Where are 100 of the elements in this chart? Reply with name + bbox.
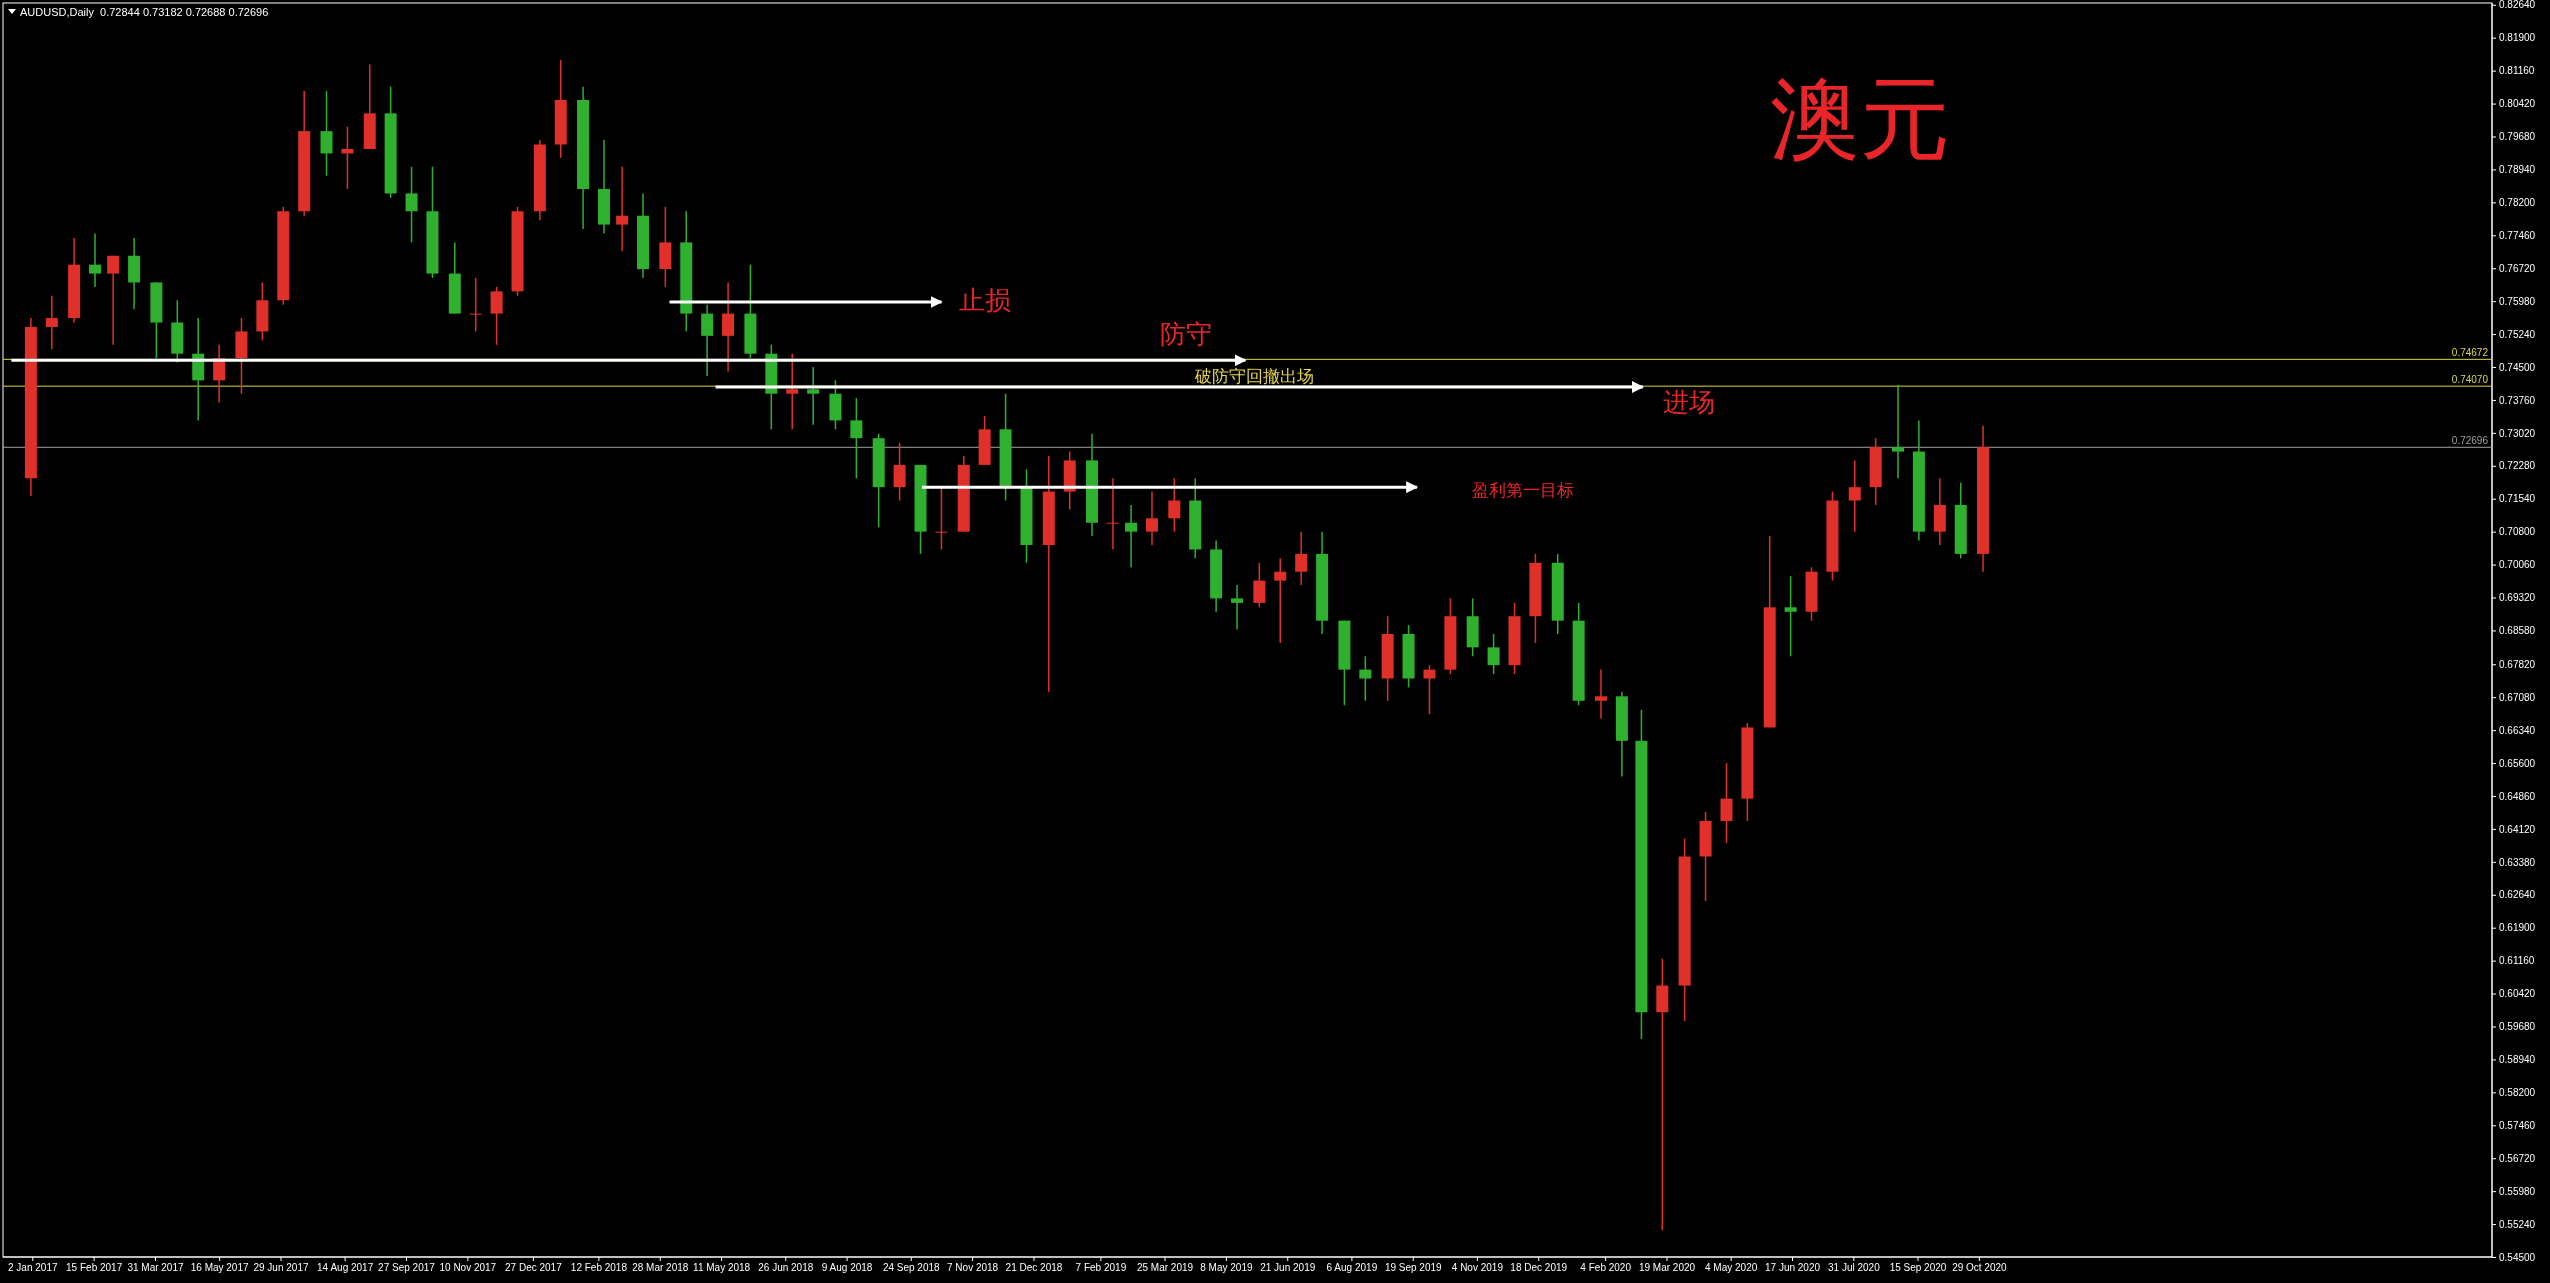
candlestick: [807, 366, 820, 426]
y-tick-label: 0.70800: [2499, 526, 2536, 538]
x-tick-label: 21 Jun 2019: [1260, 1262, 1316, 1274]
candlestick: [1594, 668, 1607, 720]
x-tick-label: 4 May 2020: [1705, 1262, 1758, 1274]
candlestick: [1487, 633, 1500, 675]
x-tick-label: 12 Feb 2018: [570, 1262, 628, 1274]
x-tick-label: 18 Dec 2019: [1510, 1262, 1568, 1274]
annotation: 澳元: [1770, 69, 1950, 169]
x-tick-label: 25 Mar 2019: [1136, 1262, 1194, 1274]
x-tick-label: 27 Dec 2017: [505, 1262, 563, 1274]
y-tick-label: 0.62640: [2499, 889, 2536, 901]
candlestick: [490, 286, 503, 346]
x-tick-label: 2 Jan 2017: [8, 1262, 58, 1274]
x-tick-label: 19 Mar 2020: [1638, 1262, 1696, 1274]
x-tick-label: 7 Nov 2018: [947, 1262, 999, 1274]
y-tick-label: 0.82640: [2499, 0, 2536, 11]
candlestick: [722, 281, 735, 373]
y-tick-label: 0.64120: [2499, 823, 2536, 835]
y-tick-label: 0.66340: [2499, 724, 2536, 736]
y-tick-label: 0.78200: [2499, 197, 2536, 209]
candlestick: [1784, 575, 1797, 657]
annotation: 破防守回撤出场: [1194, 366, 1315, 386]
candlestick: [1891, 384, 1904, 480]
x-tick-label: 17 Jun 2020: [1764, 1262, 1821, 1274]
candlestick: [469, 277, 482, 333]
candlestick: [107, 255, 120, 346]
ref-line-label: 0.72696: [2451, 435, 2489, 447]
candlestick: [616, 166, 629, 253]
y-tick-label: 0.71540: [2499, 493, 2536, 505]
y-tick-label: 0.55980: [2499, 1185, 2536, 1197]
y-tick-label: 0.68580: [2499, 625, 2536, 637]
x-tick-label: 9 Aug 2018: [821, 1262, 873, 1274]
y-tick-label: 0.67820: [2499, 658, 2536, 670]
y-tick-label: 0.59680: [2499, 1021, 2536, 1033]
x-tick-label: 6 Aug 2019: [1326, 1262, 1378, 1274]
y-tick-label: 0.63380: [2499, 856, 2536, 868]
y-tick-label: 0.76720: [2499, 262, 2536, 274]
annotation: 防守: [1160, 319, 1213, 350]
x-tick-label: 19 Sep 2019: [1384, 1262, 1443, 1274]
x-tick-label: 26 Jun 2018: [758, 1262, 814, 1274]
x-tick-label: 16 May 2017: [190, 1262, 249, 1274]
x-tick-label: 15 Sep 2020: [1889, 1262, 1947, 1274]
y-tick-label: 0.57460: [2499, 1119, 2536, 1131]
x-tick-label: 7 Feb 2019: [1075, 1262, 1127, 1274]
y-tick-label: 0.67080: [2499, 691, 2536, 703]
candlestick: [45, 295, 58, 350]
y-tick-label: 0.74500: [2499, 361, 2536, 373]
candlestick: [701, 303, 714, 377]
candlestick: [1106, 477, 1119, 551]
candlestick: [1274, 557, 1287, 644]
y-tick-label: 0.58200: [2499, 1087, 2536, 1099]
x-tick-label: 4 Nov 2019: [1451, 1262, 1504, 1274]
x-tick-label: 29 Jun 2017: [253, 1262, 309, 1274]
candlestick: [1145, 490, 1158, 546]
y-tick-label: 0.75240: [2499, 328, 2536, 340]
x-tick-label: 14 Aug 2017: [317, 1262, 374, 1274]
candlestick: [786, 352, 799, 431]
y-tick-label: 0.81160: [2499, 65, 2535, 77]
y-tick-label: 0.72280: [2499, 460, 2536, 472]
y-tick-label: 0.75980: [2499, 295, 2536, 307]
y-tick-label: 0.58940: [2499, 1054, 2536, 1066]
y-tick-label: 0.78940: [2499, 164, 2536, 176]
candlestick: [1231, 584, 1244, 631]
y-tick-label: 0.70060: [2499, 559, 2536, 571]
candlestick: [1359, 655, 1372, 702]
candlestick: [1720, 762, 1733, 844]
y-tick-label: 0.73020: [2499, 427, 2536, 439]
y-tick-label: 0.73760: [2499, 394, 2536, 406]
candlestick: [89, 232, 102, 288]
candlestick: [1253, 562, 1266, 609]
candlestick: [1125, 504, 1138, 569]
chart-title: AUDUSD,Daily 0.72844 0.73182 0.72688 0.72696: [20, 6, 269, 18]
x-tick-label: 4 Feb 2020: [1580, 1262, 1632, 1274]
candlestick: [1168, 477, 1181, 533]
candlestick: [935, 486, 948, 551]
candlestick: [1656, 958, 1669, 1232]
x-tick-label: 28 Mar 2018: [632, 1262, 689, 1274]
y-tick-label: 0.61160: [2499, 955, 2535, 967]
y-tick-label: 0.81900: [2499, 32, 2536, 44]
x-tick-label: 8 May 2019: [1200, 1262, 1253, 1274]
annotation: 进场: [1662, 386, 1715, 417]
annotation: 盈利第一目标: [1471, 480, 1574, 500]
x-tick-label: 31 Jul 2020: [1828, 1262, 1881, 1274]
y-tick-label: 0.55240: [2499, 1218, 2536, 1230]
y-tick-label: 0.61900: [2499, 922, 2536, 934]
annotation: 止损: [959, 284, 1012, 315]
y-tick-label: 0.65600: [2499, 757, 2536, 769]
candlestick: [341, 125, 354, 190]
x-tick-label: 10 Nov 2017: [439, 1262, 497, 1274]
x-tick-label: 21 Dec 2018: [1005, 1262, 1063, 1274]
candlestick: [1848, 459, 1861, 533]
x-tick-label: 27 Sep 2017: [378, 1262, 436, 1274]
y-tick-label: 0.54500: [2499, 1251, 2536, 1263]
y-tick-label: 0.60420: [2499, 988, 2536, 1000]
x-tick-label: 31 Mar 2017: [127, 1262, 184, 1274]
x-tick-label: 24 Sep 2018: [882, 1262, 941, 1274]
candlestick: [320, 90, 333, 177]
y-tick-label: 0.64860: [2499, 790, 2536, 802]
ref-line-label: 0.74672: [2451, 347, 2489, 359]
